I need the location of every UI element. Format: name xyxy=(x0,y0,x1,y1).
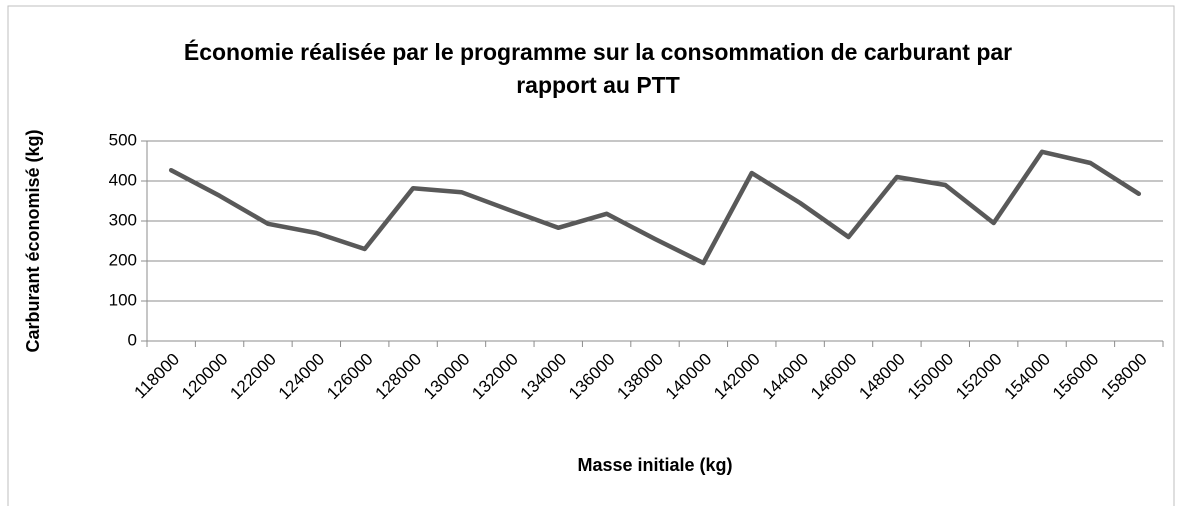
x-tick-label: 148000 xyxy=(855,350,909,404)
x-tick-label: 158000 xyxy=(1097,350,1151,404)
x-tick-label: 150000 xyxy=(904,350,958,404)
x-tick-label: 140000 xyxy=(662,350,716,404)
x-tick-label: 138000 xyxy=(613,350,667,404)
y-tick-label: 200 xyxy=(109,250,137,269)
x-tick-label: 122000 xyxy=(226,350,280,404)
x-tick-label: 134000 xyxy=(517,350,571,404)
line-series xyxy=(168,149,1142,266)
x-tick-label: 142000 xyxy=(710,350,764,404)
x-tick-label: 128000 xyxy=(372,350,426,404)
y-axis-label: Carburant économisé (kg) xyxy=(23,129,43,352)
y-tick-label: 100 xyxy=(109,290,137,309)
x-tick-label: 124000 xyxy=(275,350,329,404)
x-tick-label: 132000 xyxy=(468,350,522,404)
x-tick-label: 126000 xyxy=(323,350,377,404)
y-tick-label: 0 xyxy=(128,330,137,349)
x-tick-label: 136000 xyxy=(565,350,619,404)
x-axis-label: Masse initiale (kg) xyxy=(577,455,732,475)
chart-frame xyxy=(7,5,1175,506)
x-tick-label: 146000 xyxy=(807,350,861,404)
x-tick-label: 144000 xyxy=(759,350,813,404)
y-tick-label: 400 xyxy=(109,170,137,189)
y-tick-label: 500 xyxy=(109,130,137,149)
x-tick-label: 120000 xyxy=(178,350,232,404)
chart-title: Économie réalisée par le programme sur l… xyxy=(183,39,1013,98)
x-tick-label: 156000 xyxy=(1049,350,1103,404)
x-tick-label: 130000 xyxy=(420,350,474,404)
x-tick-label: 118000 xyxy=(131,350,184,403)
y-tick-label: 300 xyxy=(109,210,137,229)
x-tick-label: 154000 xyxy=(1000,350,1054,404)
x-tick-label: 152000 xyxy=(952,350,1006,404)
